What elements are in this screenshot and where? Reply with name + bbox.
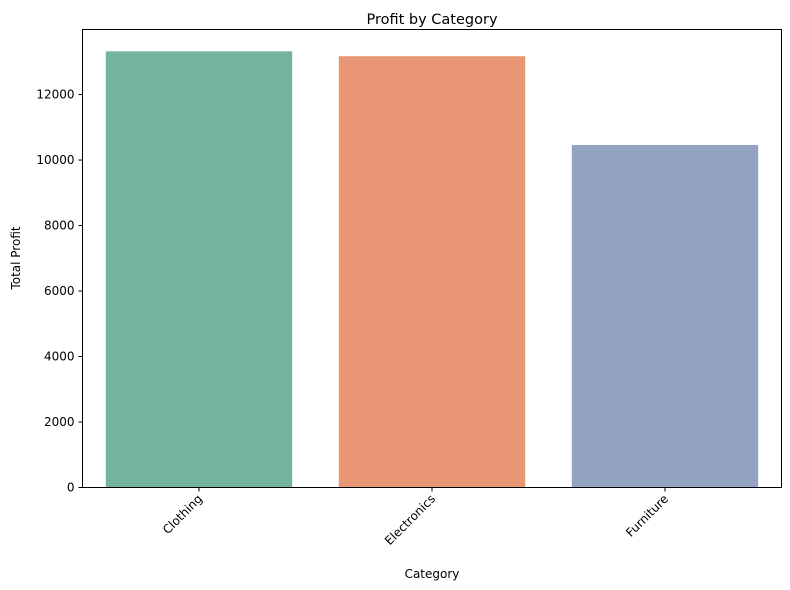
bar-furniture [571,144,759,488]
y-tick-label: 2000 [44,415,75,429]
y-tick-label: 4000 [44,350,75,364]
bar-clothing [105,51,293,488]
y-axis-label: Total Profit [9,226,23,290]
y-tick-label: 12000 [36,88,74,102]
y-tick-label: 10000 [36,153,74,167]
x-tick-label: Electronics [382,492,438,548]
x-tick-label: Clothing [160,492,205,537]
y-tick-label: 0 [67,481,75,495]
plot-frame [82,29,782,488]
x-tick-label: Furniture [623,492,671,540]
y-tick-label: 6000 [44,284,75,298]
plot-area: 0 2000 4000 6000 8000 10000 12000 Clothing Elect… [36,51,759,548]
bar-electronics [338,56,526,488]
x-axis-label: Category [405,567,460,581]
chart-title: Profit by Category [366,12,497,28]
y-tick-label: 8000 [44,219,75,233]
